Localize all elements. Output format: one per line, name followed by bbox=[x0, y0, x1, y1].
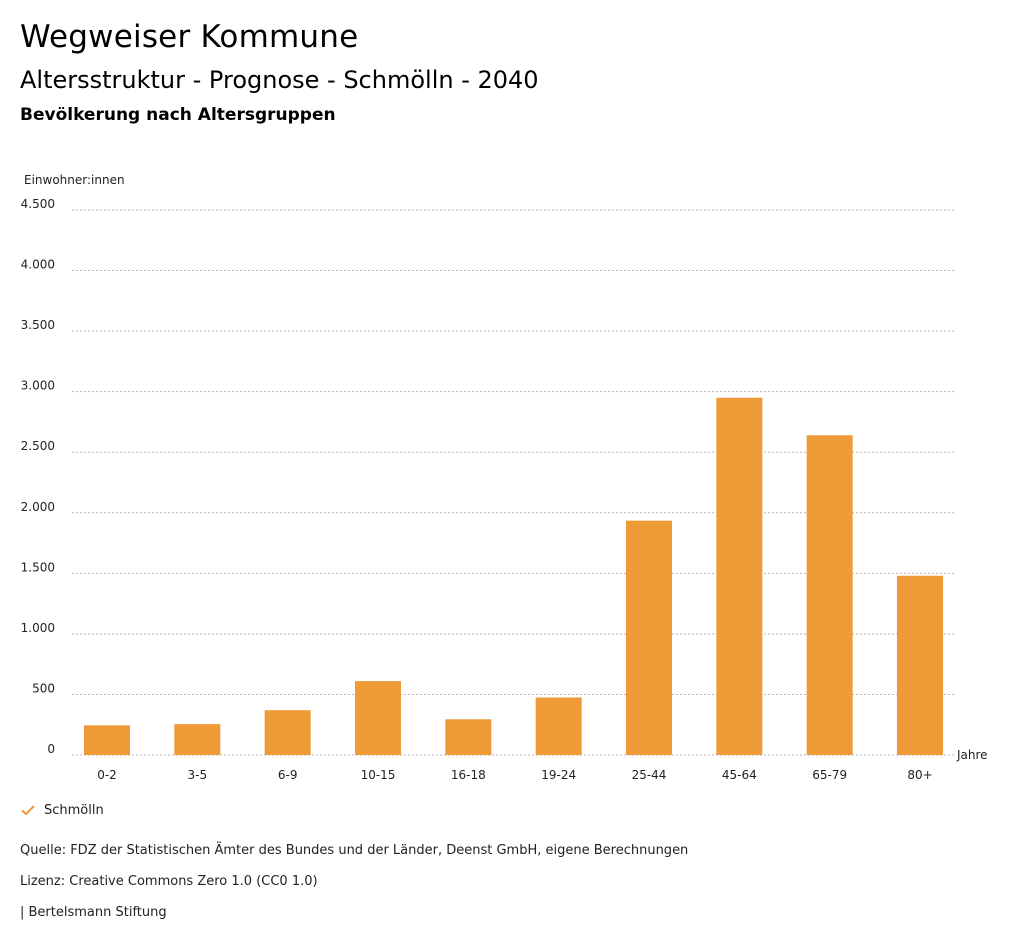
bar-19-24[interactable] bbox=[535, 697, 582, 755]
x-tick-label: 19-24 bbox=[541, 768, 576, 782]
x-axis-ticks: 0-2 3-5 6-9 10-15 16-18 19-24 25-44 45-64 65-79 8… bbox=[97, 768, 932, 782]
legend-item-schmoelln[interactable]: Schmölln bbox=[20, 802, 104, 818]
y-tick-label: 0 bbox=[47, 742, 55, 756]
bar-45-64[interactable] bbox=[716, 397, 763, 755]
x-tick-label: 0-2 bbox=[97, 768, 117, 782]
bar-25-44[interactable] bbox=[626, 520, 672, 755]
bar-0-2[interactable] bbox=[84, 725, 130, 755]
chart-title: Altersstruktur - Prognose - Schmölln - 2… bbox=[20, 66, 539, 94]
bars bbox=[84, 397, 943, 755]
bar-6-9[interactable] bbox=[264, 710, 311, 755]
license-note: Lizenz: Creative Commons Zero 1.0 (CC0 1… bbox=[20, 874, 318, 889]
y-axis-ticks: 0 500 1.000 1.500 2.000 2.500 3.000 3.500 4.000 4… bbox=[21, 197, 55, 756]
y-axis-title: Einwohner:innen bbox=[24, 173, 125, 187]
x-tick-label: 25-44 bbox=[632, 768, 667, 782]
bar-80+[interactable] bbox=[897, 575, 943, 755]
y-tick-label: 4.000 bbox=[21, 258, 55, 272]
check-icon bbox=[21, 805, 35, 816]
y-tick-label: 1.500 bbox=[21, 560, 55, 574]
bar-65-79[interactable] bbox=[806, 435, 853, 755]
legend-label: Schmölln bbox=[44, 802, 104, 818]
x-tick-label: 6-9 bbox=[278, 768, 298, 782]
bar-3-5[interactable] bbox=[174, 724, 221, 755]
y-tick-label: 3.500 bbox=[21, 318, 55, 332]
bar-16-18[interactable] bbox=[445, 719, 492, 755]
x-axis-title: Jahre bbox=[956, 748, 988, 762]
y-tick-label: 3.000 bbox=[21, 379, 55, 393]
y-tick-label: 2.500 bbox=[21, 439, 55, 453]
x-tick-label: 10-15 bbox=[361, 768, 396, 782]
x-tick-label: 65-79 bbox=[812, 768, 847, 782]
x-tick-label: 80+ bbox=[907, 768, 932, 782]
chart-subtitle: Bevölkerung nach Altersgruppen bbox=[20, 105, 336, 125]
site-title: Wegweiser Kommune bbox=[20, 19, 359, 55]
x-tick-label: 45-64 bbox=[722, 768, 757, 782]
publisher-note: | Bertelsmann Stiftung bbox=[20, 905, 167, 920]
bar-10-15[interactable] bbox=[355, 681, 401, 755]
y-tick-label: 4.500 bbox=[21, 197, 55, 211]
bar-chart: Einwohner:innen 0 500 1.000 1.500 2.000 2.500… bbox=[21, 173, 988, 782]
x-tick-label: 3-5 bbox=[188, 768, 208, 782]
source-note: Quelle: FDZ der Statistischen Ämter des … bbox=[20, 843, 689, 858]
y-tick-label: 2.000 bbox=[21, 500, 55, 514]
y-tick-label: 1.000 bbox=[21, 621, 55, 635]
x-tick-label: 16-18 bbox=[451, 768, 486, 782]
gridlines bbox=[72, 209, 955, 756]
y-tick-label: 500 bbox=[32, 681, 55, 695]
